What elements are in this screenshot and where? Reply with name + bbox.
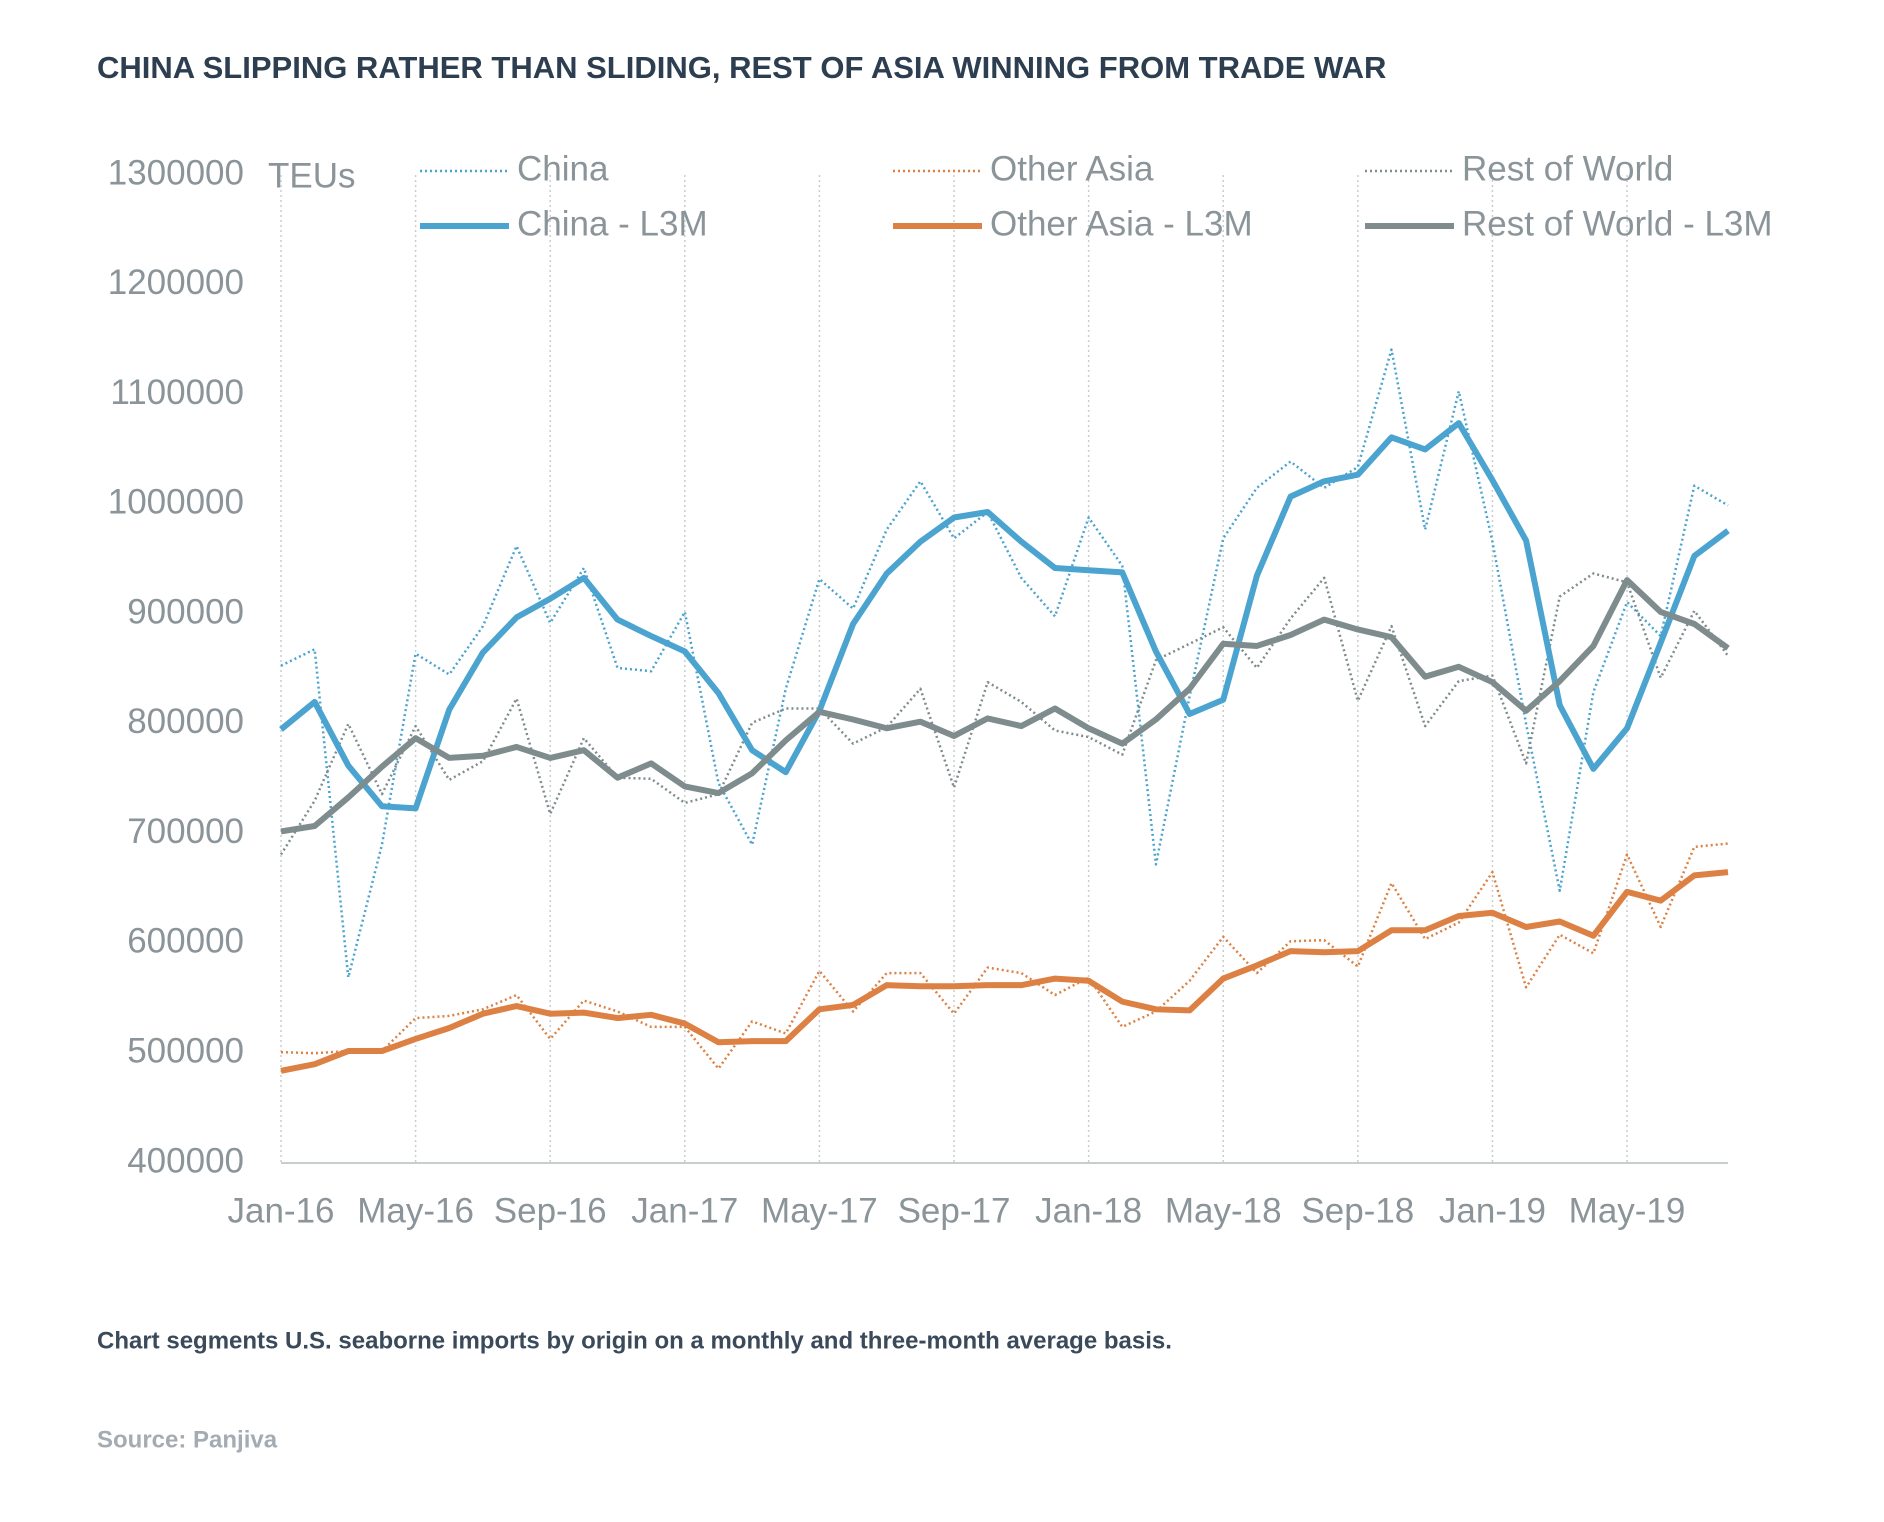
legend-label: Rest of World — [1462, 149, 1673, 188]
x-tick-label: May-16 — [357, 1191, 474, 1230]
x-tick-label: Sep-16 — [494, 1191, 607, 1230]
legend-label: China — [517, 149, 609, 188]
x-tick-label: Jan-19 — [1439, 1191, 1546, 1230]
series-line — [280, 842, 1729, 1070]
x-tick-label: May-18 — [1165, 1191, 1282, 1230]
x-tick-label: May-19 — [1569, 1191, 1686, 1230]
y-tick-label: 900000 — [127, 592, 244, 631]
y-tick-label: 500000 — [127, 1031, 244, 1070]
x-tick-label: Sep-18 — [1301, 1191, 1414, 1230]
y-tick-label: 1300000 — [108, 153, 244, 192]
source: Source: Panjiva — [97, 1426, 278, 1453]
legend-label: Rest of World - L3M — [1462, 204, 1773, 243]
y-tick-label: 600000 — [127, 922, 244, 961]
x-tick-label: Jan-16 — [227, 1191, 334, 1230]
series-line — [279, 572, 1730, 856]
x-tick-label: May-17 — [761, 1191, 878, 1230]
y-tick-label: 1200000 — [108, 263, 244, 302]
series-line — [280, 577, 1730, 835]
x-tick-label: Sep-17 — [898, 1191, 1011, 1230]
series-line — [280, 348, 1729, 979]
x-tick-label: Jan-17 — [631, 1191, 738, 1230]
y-tick-label: 700000 — [127, 812, 244, 851]
y-tick-label: 1000000 — [108, 483, 244, 522]
y-tick-label: 400000 — [127, 1141, 244, 1180]
series-line — [280, 869, 1729, 1074]
chart-title: CHINA SLIPPING RATHER THAN SLIDING, REST… — [97, 50, 1386, 85]
y-tick-label: 800000 — [127, 702, 244, 741]
legend-label: Other Asia — [990, 149, 1154, 188]
y-axis-label: TEUs — [268, 156, 356, 195]
y-tick-label: 1100000 — [110, 373, 244, 412]
caption: Chart segments U.S. seaborne imports by … — [97, 1327, 1172, 1354]
legend-label: Other Asia - L3M — [990, 204, 1253, 243]
series-line — [279, 420, 1730, 812]
legend-label: China - L3M — [517, 204, 708, 243]
x-tick-label: Jan-18 — [1035, 1191, 1142, 1230]
